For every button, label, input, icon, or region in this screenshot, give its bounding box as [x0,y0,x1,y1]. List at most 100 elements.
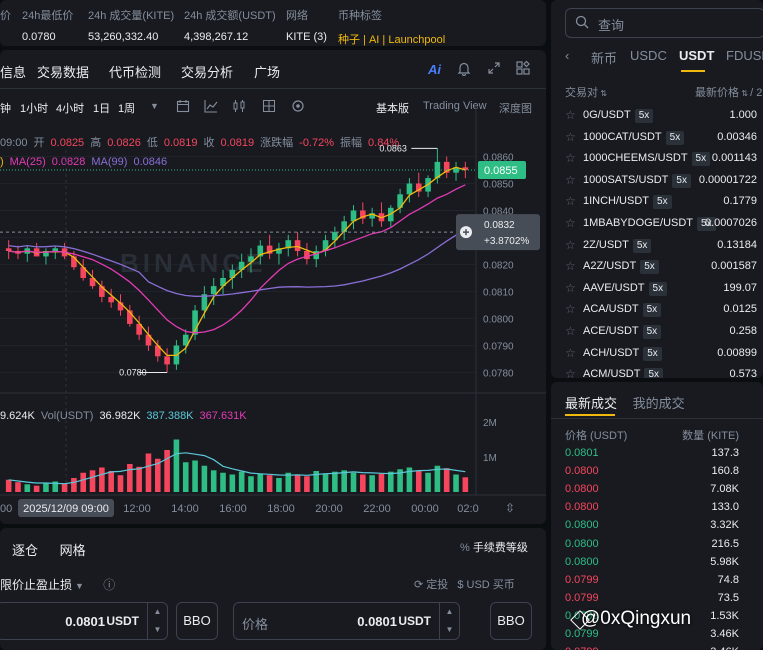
market-row[interactable]: ☆ 1000SATS/USDT 5x 0.00001722 [565,170,763,190]
volume-bar [341,470,347,492]
candle-body [415,183,422,192]
leverage-badge: 5x [691,152,711,167]
trade-price: 0.0799 [565,609,599,622]
stepper[interactable]: ▲ ▼ [439,603,459,639]
order-type-select[interactable]: 限价止盈止损 [0,578,73,592]
view-depth[interactable]: 深度图 [499,103,532,115]
market-row[interactable]: ☆ AAVE/USDT 5x 199.07 [565,278,763,298]
calendar-icon[interactable] [176,99,190,116]
volume-ma-line [8,452,466,485]
grid-icon[interactable] [262,99,276,116]
star-icon[interactable]: ☆ [565,302,576,317]
view-basic[interactable]: 基本版 [376,103,409,115]
market-symbol: ACA/USDT [583,303,639,316]
tab-isolated[interactable]: 逐仓 [12,543,39,558]
tab-usdt[interactable]: USDT [679,48,715,63]
trade-price: 0.0800 [565,501,599,514]
settings-icon[interactable] [291,99,305,116]
indicator-icon[interactable] [204,99,218,116]
trade-row: 0.0799 3.46K [565,626,739,644]
market-row[interactable]: ☆ 1000CHEEMS/USDT 5x 0.001143 [565,148,763,168]
market-row[interactable]: ☆ 1INCH/USDT 5x 0.1779 [565,191,763,211]
market-row[interactable]: ☆ A2Z/USDT 5x 0.001587 [565,256,763,276]
interval-1w[interactable]: 1周 [118,103,136,115]
ai-icon[interactable]: Ai [428,62,441,77]
market-row[interactable]: ☆ ACH/USDT 5x 0.00899 [565,343,763,363]
tab-trading-data[interactable]: 交易数据 [37,65,90,80]
tab-new[interactable]: 新币 [591,51,618,66]
fee-level-link[interactable]: 手续费等级 [472,542,528,554]
stop-price-input[interactable]: 0.0801 USDT ▲ ▼ [0,602,168,640]
stat-network[interactable]: 网络 KITE (3) [286,7,327,43]
star-icon[interactable]: ☆ [565,216,576,230]
stat-value[interactable]: KITE (3) [286,31,327,43]
view-tradingview[interactable]: Trading View [423,100,487,112]
chevron-down-icon[interactable]: ▼ [150,101,159,111]
bbo-button[interactable]: BBO [490,602,532,640]
candle-body [443,161,450,173]
chevron-left-icon[interactable]: ‹ [565,48,570,63]
interval-1h[interactable]: 1小时 [20,103,49,115]
tab-latest-trades[interactable]: 最新成交 [565,396,618,411]
star-icon[interactable]: ☆ [565,172,576,187]
active-tab-indicator [565,414,615,416]
star-icon[interactable]: ☆ [565,280,576,295]
trade-row: 0.0800 216.5 [565,536,739,554]
y-tick-label: 0.0850 [483,180,514,191]
tab-info[interactable]: 信息 [0,65,27,80]
trade-price: 0.0800 [565,555,599,568]
market-row[interactable]: ☆ ACE/USDT 5x 0.258 [565,321,763,341]
layout-icon[interactable] [515,60,531,79]
market-row[interactable]: ☆ ACA/USDT 5x 0.0125 [565,299,763,319]
x-tick-label: 00:00 [411,503,439,515]
stat-value-tags[interactable]: 种子 | AI | Launchpool [338,34,446,46]
bbo-button[interactable]: BBO [176,602,218,640]
market-row[interactable]: ☆ 1MBABYDOGE/USDT 5x 0.0007026 [565,213,763,233]
star-icon[interactable]: ☆ [565,324,576,338]
star-icon[interactable]: ☆ [565,129,576,144]
candlestick-chart[interactable]: 0.0860 0.0850 0.0840 0.0830 0.0820 0.0810 0.08… [0,50,546,524]
sort-pair[interactable]: 交易对 [565,87,598,99]
market-price: 0.00346 [717,130,757,143]
price-input[interactable]: 价格 0.0801 USDT ▲ ▼ [233,602,460,640]
tab-square[interactable]: 广场 [254,65,281,80]
tab-usdc[interactable]: USDC [630,48,667,63]
star-icon[interactable]: ☆ [565,194,576,209]
tab-token-check[interactable]: 代币检测 [109,65,162,80]
market-row[interactable]: ☆ 1000CAT/USDT 5x 0.00346 [565,127,763,147]
tab-fdusd[interactable]: FDUSD [726,48,763,63]
star-icon[interactable]: ☆ [565,237,576,252]
stepper[interactable]: ▲ ▼ [147,603,167,639]
market-price: 1.000 [729,109,757,121]
star-icon[interactable]: ☆ [565,259,576,274]
star-icon[interactable]: ☆ [565,151,576,166]
y-tick-label: 0.0810 [483,288,514,299]
star-icon[interactable]: ☆ [565,108,576,122]
market-row[interactable]: ☆ ACM/USDT 5x 0.573 [565,364,763,378]
trades-panel: 最新成交 我的成交 价格 (USDT) 数量 (KITE) 0.0801 137.… [551,382,763,650]
bell-icon[interactable] [457,61,471,79]
usd-buy-link[interactable]: USD 买币 [466,579,515,591]
recurring-buy-link[interactable]: 定投 [426,579,449,591]
ohlc-amplitude: 0.84% [368,137,400,149]
tab-grid[interactable]: 网格 [59,543,86,558]
expand-icon[interactable] [487,61,501,78]
interval-minute[interactable]: 钟 [0,103,11,115]
candle-body [285,240,292,249]
interval-1d[interactable]: 1日 [93,103,111,115]
sort-price[interactable]: 最新价格 [695,87,739,99]
volume-bar [350,472,357,492]
star-icon[interactable]: ☆ [565,345,576,360]
tab-my-trades[interactable]: 我的成交 [632,396,685,411]
chevron-down-icon[interactable]: ▼ [75,581,84,591]
market-row[interactable]: ☆ 2Z/USDT 5x 0.13184 [565,235,763,255]
tab-trade-analysis[interactable]: 交易分析 [181,65,234,80]
market-row[interactable]: ☆ 0G/USDT 5x 1.000 [565,105,763,125]
info-icon[interactable]: ⓘ [103,578,116,592]
search-placeholder: 查询 [598,18,625,33]
interval-4h[interactable]: 4小时 [56,103,85,115]
candle-type-icon[interactable] [232,99,246,116]
candle-body [127,310,133,324]
search-input[interactable]: 查询 [565,8,763,38]
star-icon[interactable]: ☆ [565,367,576,378]
